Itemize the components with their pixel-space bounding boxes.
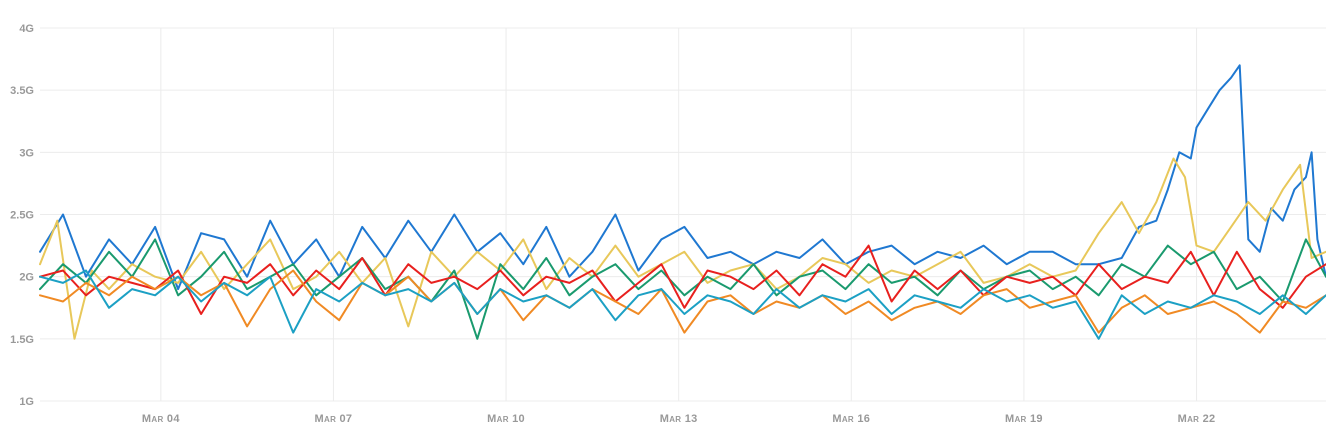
series-line-2 [39, 157, 1326, 340]
x-tick-label: Mar 19 [1005, 413, 1043, 425]
series-line-1 [39, 64, 1326, 291]
series-line-3 [39, 238, 1326, 340]
series-line-4 [39, 244, 1326, 315]
series-line-6 [39, 269, 1326, 340]
x-tick-label: Mar 07 [315, 413, 353, 425]
y-tick-label: 3G [19, 147, 34, 159]
y-tick-label: 2G [19, 272, 34, 284]
y-tick-label: 1.5G [10, 334, 34, 346]
y-tick-label: 2.5G [10, 210, 34, 222]
grid-lines [40, 27, 1326, 402]
y-tick-label: 4G [19, 23, 34, 35]
x-axis-ticks: Mar 04 Mar 07 Mar 10 Mar 13 Mar 16 Mar 19 Mar … [142, 413, 1216, 425]
y-tick-label: 3.5G [10, 85, 34, 97]
x-tick-label: Mar 13 [660, 413, 698, 425]
y-tick-label: 1G [19, 396, 34, 408]
x-tick-label: Mar 04 [142, 413, 180, 425]
series-line-5 [39, 269, 1326, 334]
x-tick-label: Mar 22 [1178, 413, 1216, 425]
y-axis-ticks: 1G 1.5G 2G 2.5G 3G 3.5G 4G [10, 23, 34, 408]
series-lines [39, 64, 1326, 340]
x-tick-label: Mar 10 [487, 413, 525, 425]
x-tick-label: Mar 16 [832, 413, 870, 425]
